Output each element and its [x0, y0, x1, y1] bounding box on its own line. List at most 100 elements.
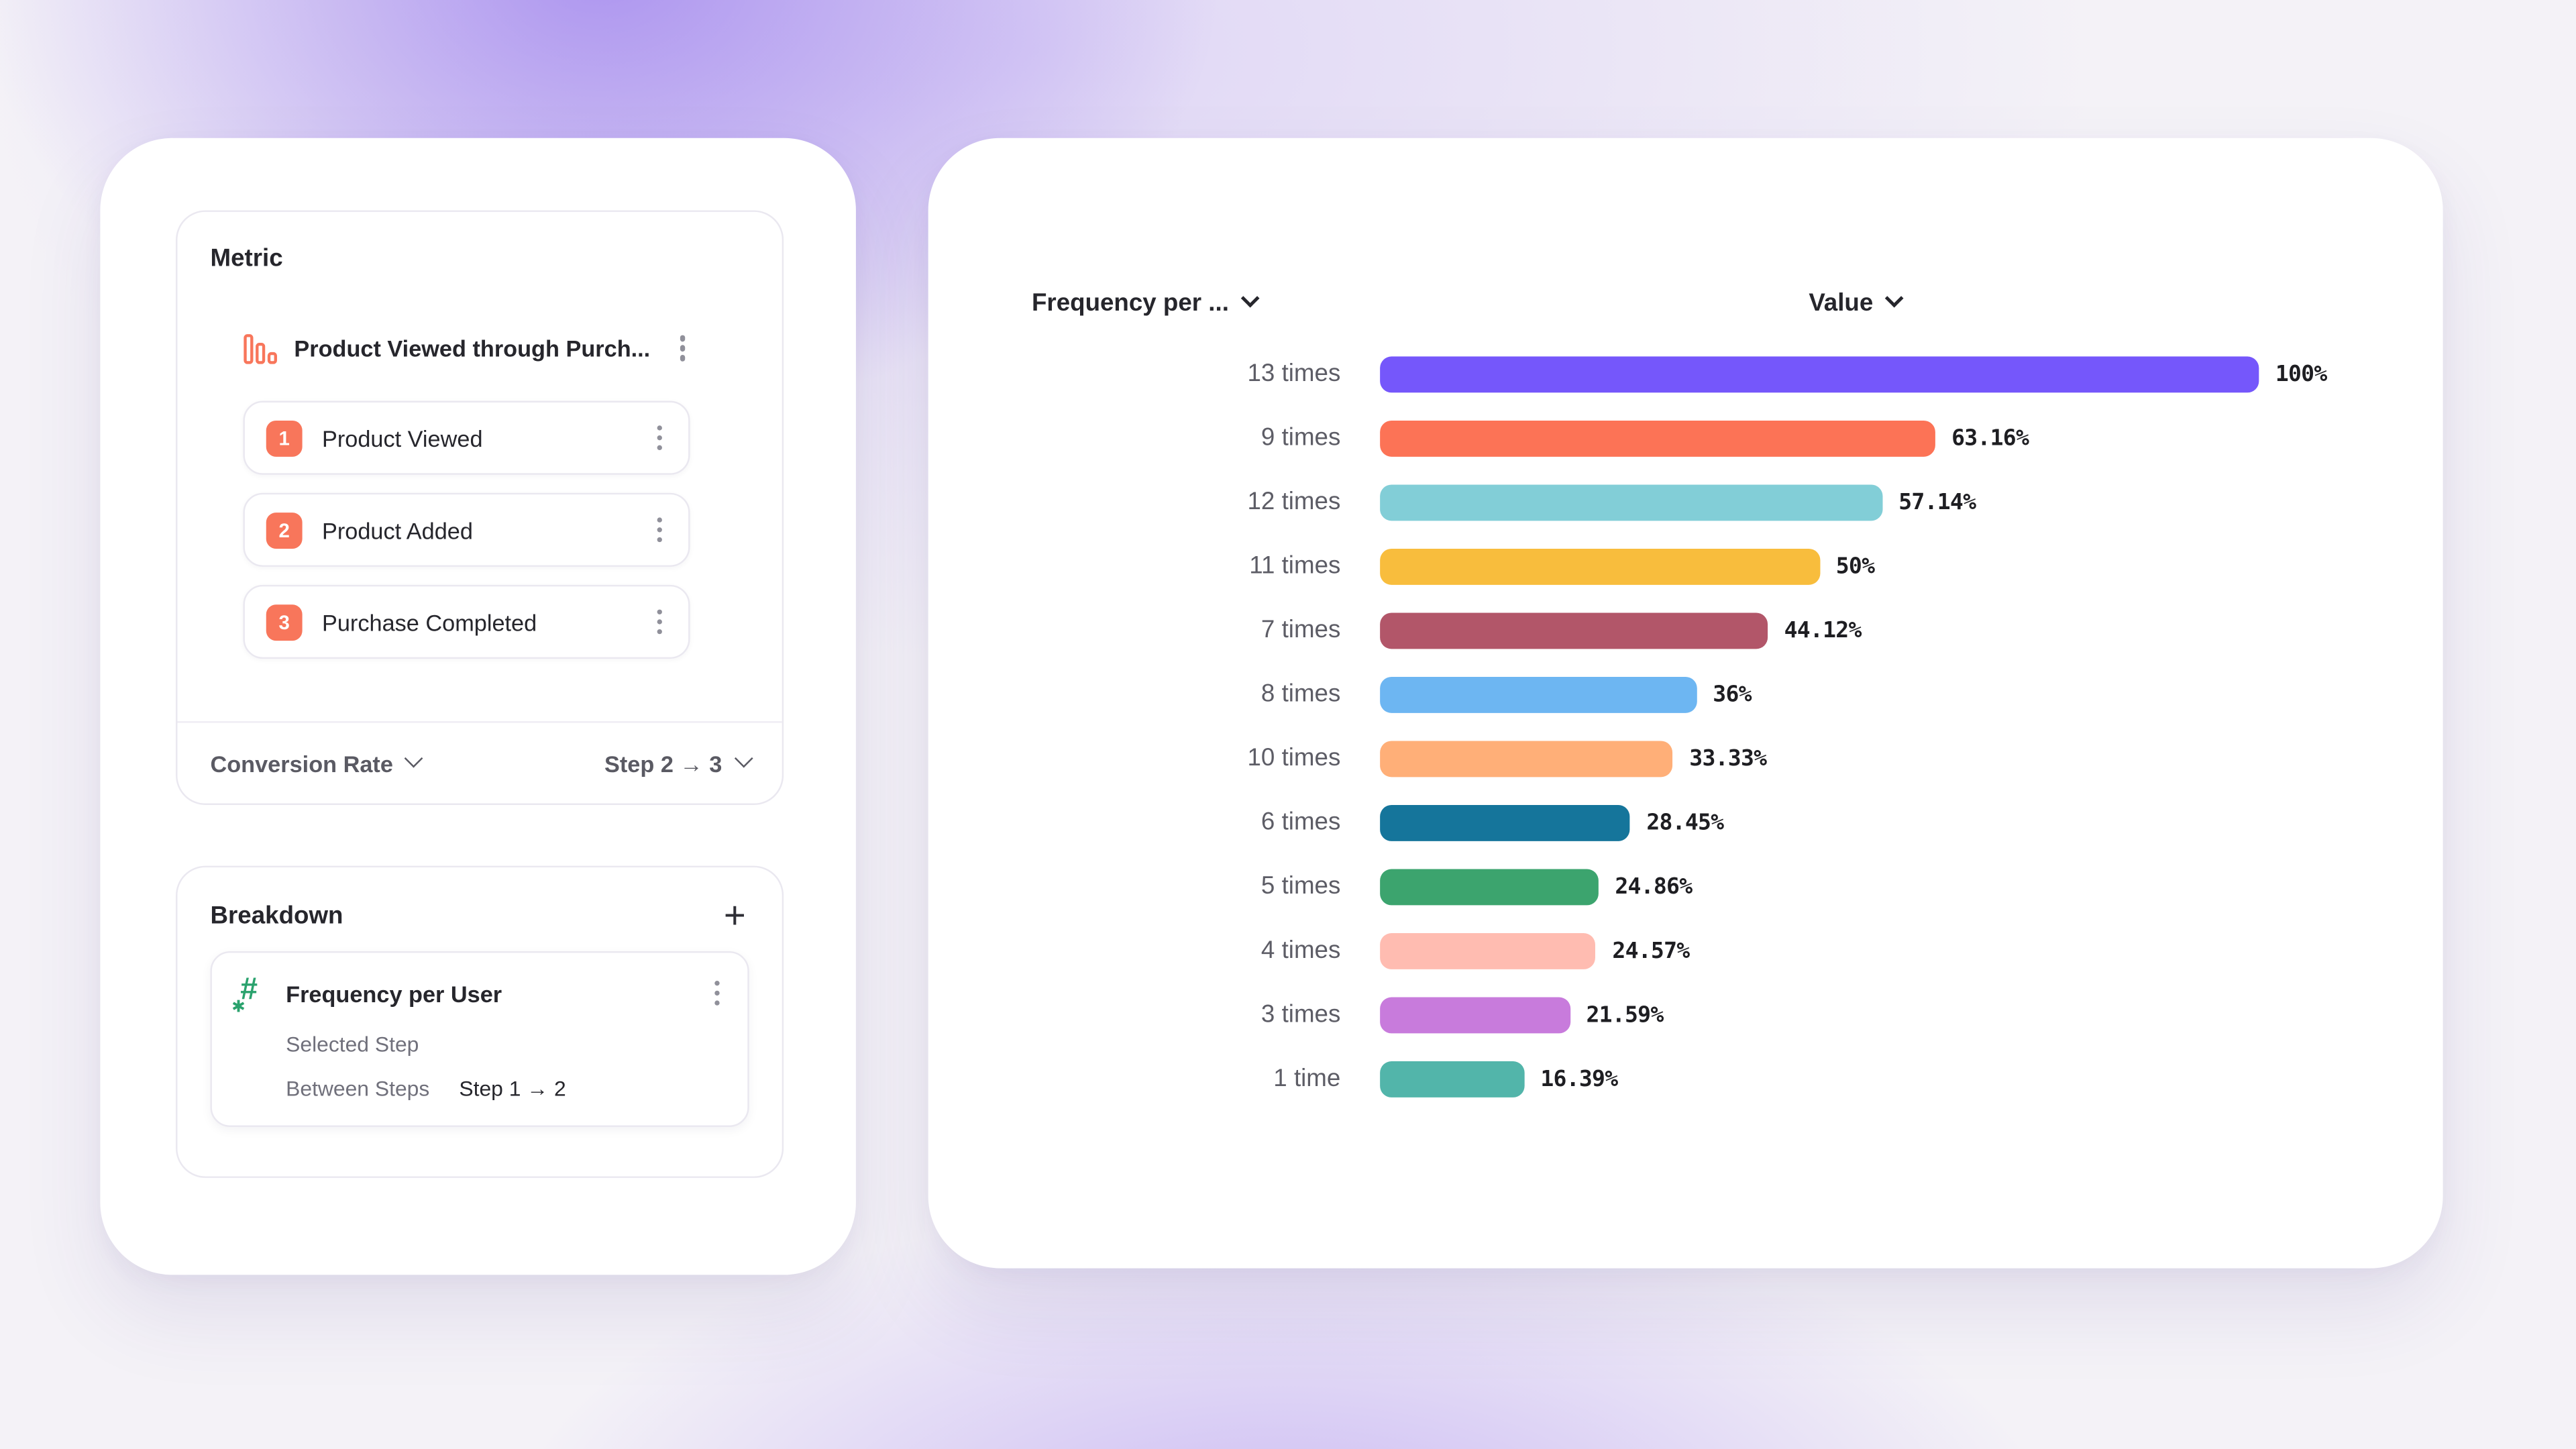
- selected-step-label[interactable]: Selected Step: [286, 1032, 419, 1057]
- bar-value-label: 24.57%: [1612, 937, 1690, 964]
- category-column-label: Frequency per ...: [1031, 289, 1229, 317]
- bar-value-label: 57.14%: [1898, 488, 1976, 515]
- row-category-label: 6 times: [1260, 808, 1341, 837]
- row-category-label: 4 times: [1260, 936, 1341, 965]
- chart-row: 9 times 63.16%: [928, 406, 2443, 470]
- bar-value-label: 24.86%: [1615, 873, 1693, 900]
- bar[interactable]: [1380, 356, 2259, 392]
- row-category-label: 5 times: [1260, 872, 1341, 901]
- breakdown-title: Breakdown: [210, 901, 343, 929]
- bar-value-label: 16.39%: [1540, 1065, 1618, 1092]
- breakdown-item-card: # ✱ Frequency per User Selected Step Betw…: [210, 951, 749, 1128]
- bar[interactable]: [1380, 484, 1882, 521]
- bar-area: 24.86%: [1380, 868, 1693, 905]
- chart-row: 5 times 24.86%: [928, 854, 2443, 918]
- kebab-menu-icon[interactable]: [709, 974, 724, 1012]
- funnel-step-row-2[interactable]: 2 Product Added: [243, 492, 690, 567]
- step-number-badge: 1: [266, 419, 303, 456]
- value-column-header[interactable]: Value: [1809, 288, 1904, 317]
- step-range-dropdown[interactable]: Step 2 → 3: [604, 749, 752, 777]
- funnel-metric-name: Product Viewed through Purch...: [294, 335, 651, 362]
- numeric-hash-icon: # ✱: [231, 971, 258, 1017]
- bar-value-label: 63.16%: [1951, 425, 2029, 451]
- chevron-down-icon: [405, 749, 423, 767]
- chart-row: 6 times 28.45%: [928, 790, 2443, 855]
- step-number-badge: 2: [266, 511, 303, 548]
- bar-area: 57.14%: [1380, 484, 1976, 521]
- bar[interactable]: [1380, 804, 1630, 841]
- kebab-menu-icon[interactable]: [675, 329, 690, 368]
- step-label: Product Added: [321, 517, 473, 543]
- query-builder-card: Metric Product Viewed through Purch... 1: [100, 138, 856, 1275]
- row-category-label: 7 times: [1260, 616, 1341, 644]
- metric-section: Metric Product Viewed through Purch... 1: [176, 210, 784, 805]
- chevron-down-icon: [1885, 288, 1904, 308]
- bar[interactable]: [1380, 547, 1820, 584]
- value-column-label: Value: [1809, 289, 1874, 317]
- chart-card: Frequency per ... Value 13 times 100% 9 ti…: [928, 138, 2443, 1269]
- row-category-label: 1 time: [1273, 1064, 1341, 1093]
- row-category-label: 10 times: [1247, 744, 1341, 773]
- bar-area: 36%: [1380, 676, 1752, 712]
- bar-value-label: 44.12%: [1784, 616, 1862, 643]
- row-category-label: 8 times: [1260, 680, 1341, 708]
- chevron-down-icon: [734, 749, 752, 767]
- funnel-step-row-3[interactable]: 3 Purchase Completed: [243, 584, 690, 659]
- chevron-down-icon: [1240, 288, 1260, 308]
- chart-row: 4 times 24.57%: [928, 918, 2443, 983]
- metric-body: Metric Product Viewed through Purch... 1: [177, 212, 782, 721]
- bar[interactable]: [1380, 419, 1935, 456]
- chart-rows: 13 times 100% 9 times 63.16% 12 times 57.14% 1…: [928, 341, 2443, 1110]
- metric-section-title: Metric: [210, 244, 283, 273]
- chart-row: 1 time 16.39%: [928, 1046, 2443, 1111]
- kebab-menu-icon[interactable]: [651, 511, 667, 549]
- between-steps-row[interactable]: Between Steps Step 1 → 2: [286, 1077, 724, 1102]
- bar-area: 16.39%: [1380, 1060, 1618, 1097]
- conversion-rate-label: Conversion Rate: [210, 749, 393, 777]
- chart-row: 8 times 36%: [928, 662, 2443, 727]
- chart-row: 3 times 21.59%: [928, 982, 2443, 1046]
- breakdown-section: Breakdown + # ✱ Frequency per User Select…: [176, 865, 784, 1178]
- row-category-label: 13 times: [1247, 360, 1341, 388]
- bar-value-label: 28.45%: [1646, 809, 1724, 836]
- step-label: Purchase Completed: [321, 608, 537, 635]
- bar-area: 50%: [1380, 547, 1875, 584]
- between-steps-label: Between Steps: [286, 1076, 430, 1102]
- bar[interactable]: [1380, 1060, 1524, 1097]
- chart-row: 7 times 44.12%: [928, 598, 2443, 662]
- row-category-label: 3 times: [1260, 1000, 1341, 1029]
- between-steps-value: Step 1 → 2: [459, 1076, 566, 1102]
- kebab-menu-icon[interactable]: [651, 419, 667, 457]
- breakdown-property-name: Frequency per User: [286, 980, 502, 1007]
- add-breakdown-button[interactable]: +: [723, 894, 746, 936]
- category-column-header[interactable]: Frequency per ...: [1031, 288, 1260, 317]
- row-category-label: 11 times: [1249, 551, 1341, 580]
- bar[interactable]: [1380, 932, 1596, 969]
- bar[interactable]: [1380, 676, 1697, 712]
- chart-row: 13 times 100%: [928, 341, 2443, 406]
- bar-area: 24.57%: [1380, 932, 1690, 969]
- bar-area: 44.12%: [1380, 612, 1862, 649]
- metric-footer: Conversion Rate Step 2 → 3: [177, 721, 782, 803]
- bar-area: 63.16%: [1380, 419, 2029, 456]
- conversion-rate-dropdown[interactable]: Conversion Rate: [210, 749, 423, 777]
- step-number-badge: 3: [266, 603, 303, 640]
- kebab-menu-icon[interactable]: [651, 602, 667, 641]
- funnel-step-row-1[interactable]: 1 Product Viewed: [243, 400, 690, 475]
- bar[interactable]: [1380, 868, 1599, 905]
- bar-value-label: 21.59%: [1586, 1001, 1664, 1028]
- bar[interactable]: [1380, 996, 1570, 1033]
- bar-area: 33.33%: [1380, 740, 1767, 777]
- bar-area: 100%: [1380, 356, 2327, 392]
- bar-value-label: 50%: [1835, 553, 1875, 580]
- breakdown-item-row[interactable]: # ✱ Frequency per User: [231, 971, 724, 1017]
- row-category-label: 12 times: [1247, 488, 1341, 516]
- bar[interactable]: [1380, 612, 1768, 649]
- bar[interactable]: [1380, 740, 1673, 777]
- funnel-metric-row[interactable]: Product Viewed through Purch...: [243, 325, 690, 372]
- step-range-label: Step 2 → 3: [604, 749, 722, 777]
- bar-area: 28.45%: [1380, 804, 1724, 841]
- chart-row: 12 times 57.14%: [928, 470, 2443, 534]
- chart-row: 11 times 50%: [928, 534, 2443, 598]
